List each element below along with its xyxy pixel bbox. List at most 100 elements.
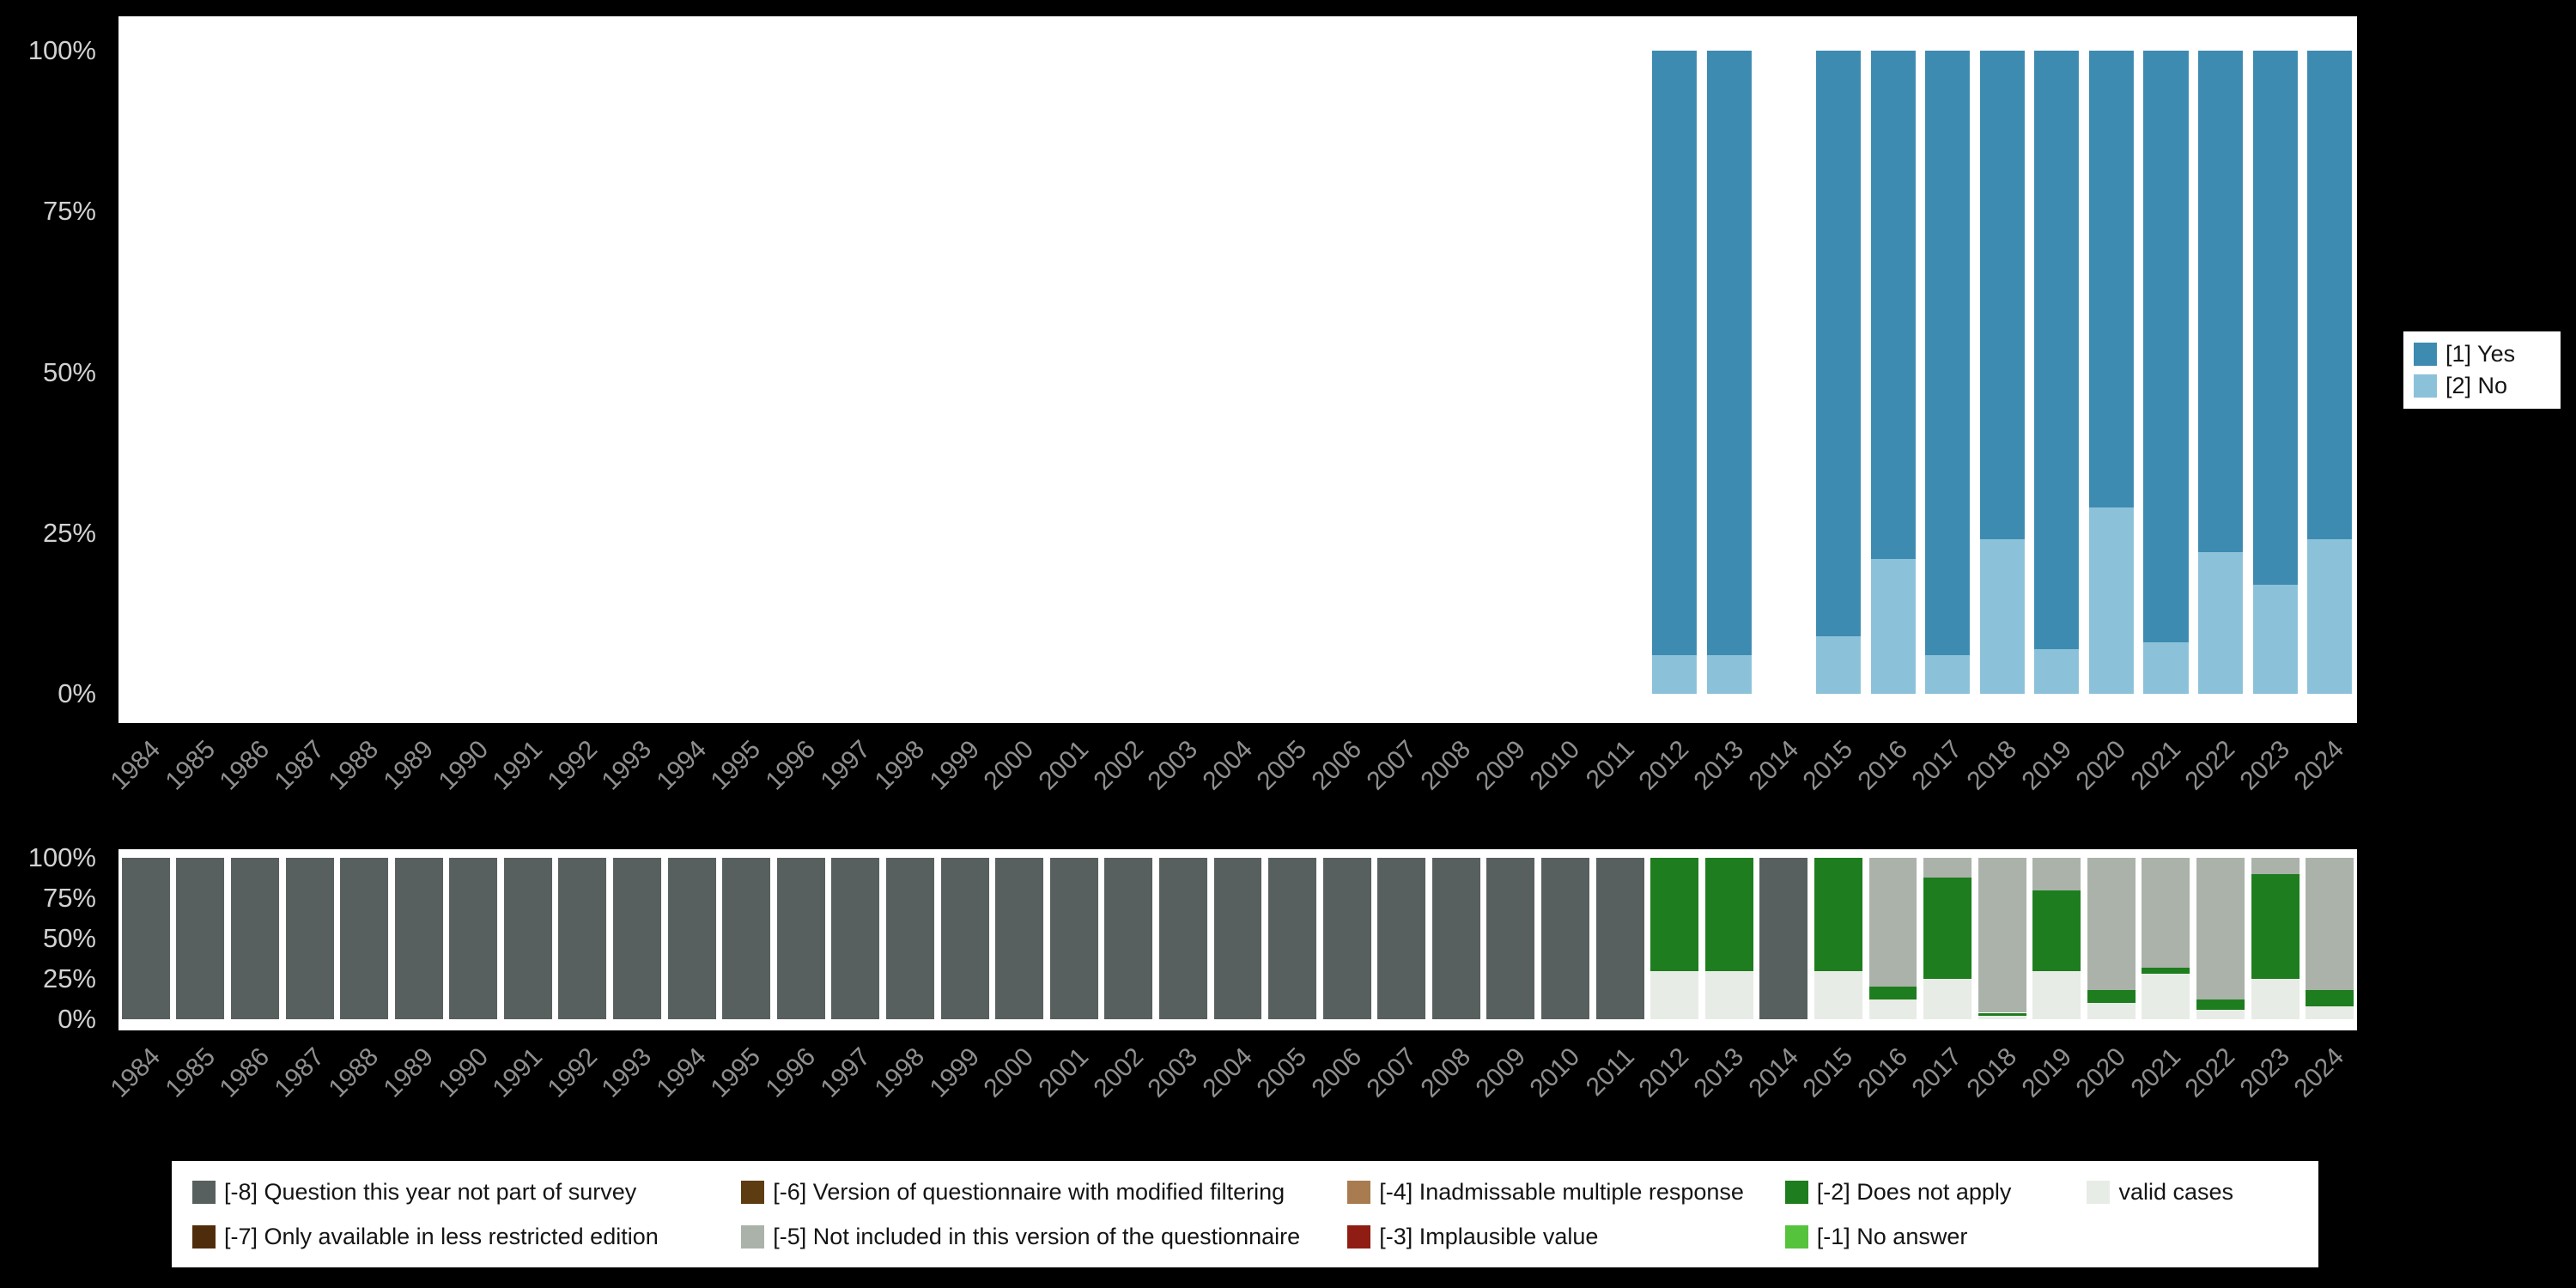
x-tick-label: 1984	[105, 735, 167, 796]
bar-2022	[2196, 858, 2245, 1019]
legend-color-key	[741, 1224, 765, 1249]
bottom-chart-plot-area	[118, 858, 2357, 1019]
bar-2011	[1595, 858, 1644, 1019]
top-chart-x-axis: 1984 1985 1986 1987 1988 1989 1990 1991 1992 1993…	[106, 726, 2357, 847]
bar-segment	[2252, 584, 2298, 694]
x-tick-label: 2009	[1470, 735, 1531, 796]
x-tick-label: 2024	[2289, 735, 2350, 796]
bar-segment	[1431, 858, 1480, 1019]
bar-segment	[1868, 987, 1917, 1000]
x-tick-label: 1999	[924, 735, 985, 796]
bar-1986	[230, 858, 279, 1019]
bar-segment	[2196, 1009, 2245, 1019]
bar-2004	[1213, 858, 1262, 1019]
x-tick-label: 1986	[214, 735, 276, 796]
x-tick-label: 1992	[542, 1042, 603, 1103]
x-tick-label: 1988	[323, 735, 385, 796]
bar-segment	[1870, 558, 1916, 694]
bar-segment	[1049, 858, 1098, 1019]
x-tick-label: 2023	[2234, 735, 2295, 796]
x-tick-label: 1993	[596, 735, 658, 796]
bar-segment	[2251, 873, 2300, 979]
bar-segment	[2306, 990, 2354, 1006]
y-tick-label: 25%	[42, 963, 96, 993]
bar-segment	[831, 858, 880, 1019]
x-tick-label: 1990	[433, 1042, 494, 1103]
bottom-chart-x-axis: 1984 1985 1986 1987 1988 1989 1990 1991 1992 1993…	[106, 1034, 2357, 1154]
legend-color-key	[741, 1180, 765, 1204]
x-tick-label: 1996	[760, 735, 822, 796]
x-tick-label: 1989	[378, 1042, 440, 1103]
x-tick-label: 1991	[487, 735, 549, 796]
bar-1999	[940, 858, 989, 1019]
bar-segment	[2197, 51, 2244, 553]
bar-segment	[1868, 858, 1917, 987]
bar-2018	[1979, 51, 2025, 694]
bar-segment	[776, 858, 825, 1019]
x-tick-label: 2018	[1961, 735, 2023, 796]
bar-segment	[285, 858, 334, 1019]
x-tick-label: 1988	[323, 1042, 385, 1103]
x-tick-label: 1994	[651, 735, 712, 796]
bar-2022	[2197, 51, 2244, 694]
x-tick-label: 2012	[1633, 735, 1695, 796]
bar-segment	[1652, 655, 1698, 694]
bar-2017	[1923, 858, 1972, 1019]
legend-item: [-2] Does not apply	[1784, 1179, 2081, 1206]
x-tick-label: 2008	[1415, 735, 1477, 796]
bar-2016	[1870, 51, 1916, 694]
bar-segment	[2143, 642, 2189, 694]
bottom-chart-panel	[118, 849, 2357, 1030]
top-chart-panel	[118, 16, 2357, 723]
bar-2009	[1486, 858, 1535, 1019]
x-tick-label: 2001	[1033, 735, 1095, 796]
bar-segment	[1704, 970, 1753, 1019]
x-tick-label: 1987	[269, 1042, 330, 1103]
y-tick-label: 0%	[58, 1004, 96, 1034]
bar-2005	[1268, 858, 1317, 1019]
legend-item: [-5] Not included in this version of the…	[741, 1224, 1340, 1250]
bar-segment	[176, 858, 225, 1019]
x-tick-label: 1993	[596, 1042, 658, 1103]
legend-label: [-1] No answer	[1816, 1223, 1968, 1249]
x-tick-label: 2005	[1251, 1042, 1313, 1103]
missing-values-legend: [-8] Question this year not part of surv…	[172, 1161, 2318, 1267]
bar-segment	[1104, 858, 1153, 1019]
legend-color-key	[2087, 1180, 2111, 1204]
legend-label: [-7] Only available in less restricted e…	[224, 1223, 659, 1249]
bar-segment	[2088, 507, 2134, 694]
bar-segment	[1979, 51, 2025, 540]
x-tick-label: 2019	[2016, 1042, 2077, 1103]
bar-segment	[1652, 51, 1698, 656]
bar-segment	[2197, 552, 2244, 694]
bar-segment	[2034, 51, 2080, 649]
bar-segment	[394, 858, 443, 1019]
legend-label: [-8] Question this year not part of surv…	[224, 1178, 637, 1205]
bar-segment	[1541, 858, 1589, 1019]
legend-item: [-4] Inadmissable multiple response	[1347, 1179, 1778, 1206]
bar-segment	[1978, 1012, 2026, 1017]
bar-segment	[2142, 858, 2190, 968]
bar-2012	[1650, 858, 1699, 1019]
bar-2023	[2252, 51, 2298, 694]
legend-color-key	[192, 1180, 216, 1204]
x-tick-label: 1996	[760, 1042, 822, 1103]
bar-segment	[2307, 51, 2353, 540]
bar-1985	[176, 858, 225, 1019]
bar-segment	[2142, 974, 2190, 1019]
x-tick-label: 1994	[651, 1042, 712, 1103]
legend-label: [2] No	[2445, 373, 2508, 398]
bar-1987	[285, 858, 334, 1019]
bar-segment	[2142, 967, 2190, 975]
y-tick-label: 100%	[27, 842, 96, 872]
legend-item: [-7] Only available in less restricted e…	[192, 1224, 734, 1250]
legend-item: [-3] Implausible value	[1347, 1224, 1778, 1250]
bar-segment	[1158, 858, 1207, 1019]
bar-2015	[1815, 51, 1861, 694]
x-tick-label: 2008	[1415, 1042, 1477, 1103]
bar-2010	[1541, 858, 1589, 1019]
bar-2012	[1652, 51, 1698, 694]
x-tick-label: 2007	[1361, 1042, 1422, 1103]
bar-segment	[1486, 858, 1535, 1019]
x-tick-label: 2017	[1906, 735, 1968, 796]
